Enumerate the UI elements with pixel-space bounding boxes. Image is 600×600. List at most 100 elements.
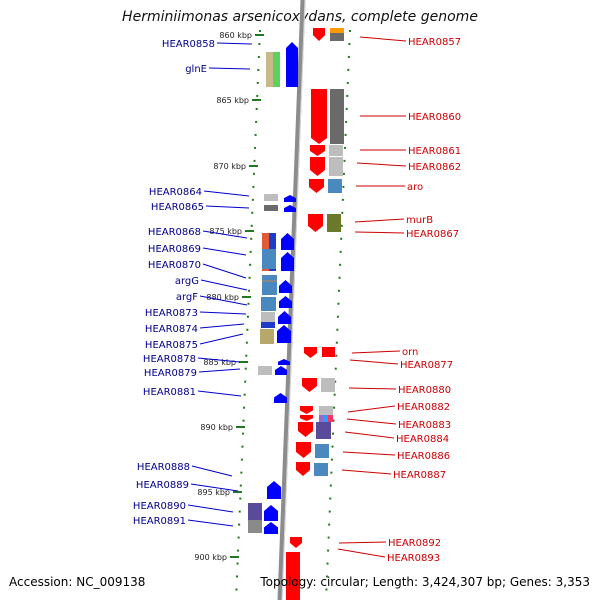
gene-arrow-up[interactable] (284, 205, 296, 212)
gene-arrow-up[interactable] (284, 195, 296, 202)
gene-label-hear0889[interactable]: HEAR0889 (136, 480, 189, 491)
gene-category-box (248, 520, 262, 533)
gene-feature-bar (286, 552, 300, 600)
scale-label: 870 kbp (213, 162, 246, 171)
gene-label-hear0860[interactable]: HEAR0860 (408, 112, 461, 123)
gene-arrow-up[interactable] (267, 481, 281, 499)
gene-category-box (261, 297, 276, 311)
gene-arrow-up[interactable] (275, 366, 287, 375)
gene-category-box (327, 214, 341, 232)
gene-labels: HEAR0858 glnE HEAR0864 HEAR0865 HEAR0868 HEAR… (133, 37, 461, 564)
gene-arrow-up[interactable] (279, 280, 292, 293)
gene-category-box (266, 52, 273, 87)
gene-category-box (273, 52, 280, 87)
gene-label-hear0878[interactable]: HEAR0878 (143, 354, 196, 365)
gene-label-hear0867[interactable]: HEAR0867 (406, 229, 459, 240)
gene-label-hear0892[interactable]: HEAR0892 (388, 538, 441, 549)
gene-arrow-down[interactable] (296, 442, 311, 458)
scale-label: 885 kbp (203, 358, 236, 367)
gene-label-hear0858[interactable]: HEAR0858 (162, 39, 215, 50)
gene-label-hear0882[interactable]: HEAR0882 (397, 402, 450, 413)
gene-label-hear0886[interactable]: HEAR0886 (397, 451, 450, 462)
gene-label-hear0887[interactable]: HEAR0887 (393, 470, 446, 481)
gene-arrow-up[interactable] (278, 359, 290, 365)
leader-line (349, 359, 399, 365)
scale-label: 865 kbp (216, 96, 249, 105)
gene-arrow-down[interactable] (308, 214, 323, 232)
gene-arrow-down[interactable] (313, 28, 325, 41)
gene-arrow-down[interactable] (310, 157, 325, 176)
gene-arrow-down[interactable] (290, 537, 302, 548)
gene-arrow-up[interactable] (274, 393, 287, 403)
gene-label-hear0879[interactable]: HEAR0879 (144, 368, 197, 379)
gene-label-hear0862[interactable]: HEAR0862 (408, 162, 461, 173)
gene-label-hear0873[interactable]: HEAR0873 (145, 308, 198, 319)
gene-category-box (330, 89, 344, 144)
gene-label-hear0869[interactable]: HEAR0869 (148, 244, 201, 255)
gene-label-hear0857[interactable]: HEAR0857 (408, 37, 461, 48)
gene-category-box (322, 347, 335, 357)
gene-category-box (262, 275, 277, 295)
gene-arrow-up[interactable] (279, 296, 292, 308)
leader-line (337, 548, 386, 558)
gene-label-hear0891[interactable]: HEAR0891 (133, 516, 186, 527)
gene-arrow-up[interactable] (281, 233, 294, 250)
leader-line (342, 451, 396, 456)
gene-category-box (262, 249, 276, 269)
gene-label-hear0884[interactable]: HEAR0884 (396, 434, 449, 445)
gene-category-box (260, 329, 274, 344)
gene-label-hear0881[interactable]: HEAR0881 (143, 387, 196, 398)
gene-label-aro[interactable]: aro (407, 182, 423, 193)
gene-label-orn[interactable]: orn (402, 347, 418, 358)
gene-label-hear0875[interactable]: HEAR0875 (145, 340, 198, 351)
gene-arrow-down[interactable] (304, 347, 317, 358)
scale-label: 890 kbp (200, 423, 233, 432)
gene-arrow-up[interactable] (264, 522, 278, 534)
gene-category-box (258, 366, 272, 375)
backbone-line (277, 0, 306, 600)
gene-category-box (262, 280, 277, 282)
gene-label-hear0877[interactable]: HEAR0877 (400, 360, 453, 371)
gene-category-box (329, 145, 343, 156)
gene-label-hear0865[interactable]: HEAR0865 (151, 202, 204, 213)
gene-label-argf[interactable]: argF (176, 292, 198, 303)
gene-label-glne[interactable]: glnE (185, 64, 207, 75)
gene-category-box (261, 312, 275, 322)
gene-label-hear0861[interactable]: HEAR0861 (408, 146, 461, 157)
gene-arrow-up[interactable] (264, 505, 278, 521)
gene-arrow-down[interactable] (310, 145, 325, 156)
gene-arrow-down[interactable] (296, 462, 310, 476)
gene-label-hear0864[interactable]: HEAR0864 (149, 187, 202, 198)
gene-arrow-up[interactable] (286, 42, 298, 87)
leader-line (199, 323, 245, 329)
leader-line (199, 333, 244, 345)
gene-label-hear0883[interactable]: HEAR0883 (398, 420, 451, 431)
gene-arrow-down[interactable] (298, 422, 313, 437)
leader-line (197, 357, 241, 363)
gene-arrow-up[interactable] (281, 252, 294, 271)
leader-line (199, 311, 247, 315)
gene-label-hear0868[interactable]: HEAR0868 (148, 227, 201, 238)
gene-label-hear0890[interactable]: HEAR0890 (133, 501, 186, 512)
gene-label-hear0893[interactable]: HEAR0893 (387, 553, 440, 564)
leader-line (200, 279, 248, 291)
gene-label-argg[interactable]: argG (175, 276, 199, 287)
leader-line (344, 431, 395, 439)
gene-label-hear0870[interactable]: HEAR0870 (148, 260, 201, 271)
gene-label-hear0874[interactable]: HEAR0874 (145, 324, 198, 335)
gene-label-hear0880[interactable]: HEAR0880 (398, 385, 451, 396)
gene-arrow-down[interactable] (302, 378, 317, 392)
gene-arrow-up[interactable] (278, 311, 291, 324)
gene-arrow-down[interactable] (309, 179, 324, 193)
gene-category-box (315, 444, 329, 458)
gene-arrow-up[interactable] (277, 325, 291, 343)
gene-label-murb[interactable]: murB (406, 215, 433, 226)
leader-line (199, 295, 248, 306)
gene-arrow-down[interactable] (300, 415, 313, 421)
gene-category-box (319, 406, 333, 415)
gene-category-box (328, 179, 342, 193)
gene-arrow-down[interactable] (300, 406, 313, 414)
gene-label-hear0888[interactable]: HEAR0888 (137, 462, 190, 473)
gene-arrow-down[interactable] (311, 89, 327, 144)
